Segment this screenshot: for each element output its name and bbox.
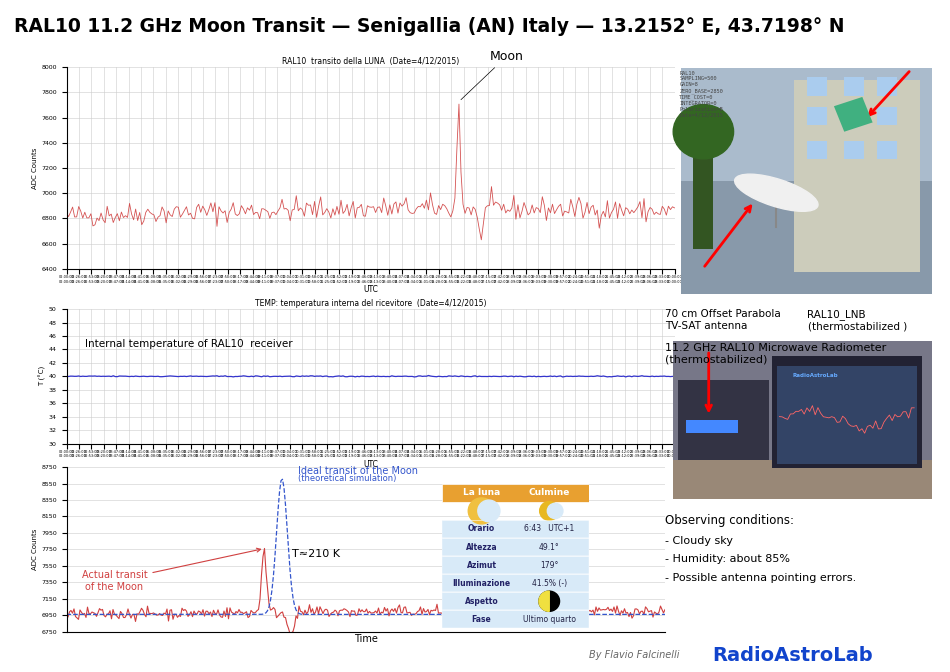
Bar xyxy=(442,610,589,628)
Text: 179°: 179° xyxy=(540,560,559,570)
Text: Illuminazione: Illuminazione xyxy=(452,579,510,588)
Text: Observing conditions:: Observing conditions: xyxy=(665,514,794,527)
Text: RAL10
SAMPLING=500
GAIN=8
ZERO_BASE=2850
TIME_COST=0
INTEGRATOR=0
Polarization=B: RAL10 SAMPLING=500 GAIN=8 ZERO_BASE=2850… xyxy=(679,71,723,118)
Bar xyxy=(686,420,738,433)
Y-axis label: ADC Counts: ADC Counts xyxy=(32,529,38,570)
Text: - Humidity: about 85%: - Humidity: about 85% xyxy=(665,554,790,564)
Text: 11.2 GHz RAL10 Microwave Radiometer
(thermostabilized): 11.2 GHz RAL10 Microwave Radiometer (the… xyxy=(665,343,886,364)
Bar xyxy=(771,356,922,468)
Wedge shape xyxy=(539,591,549,612)
Text: - Possible antenna pointing errors.: - Possible antenna pointing errors. xyxy=(665,573,856,583)
Text: 49.1°: 49.1° xyxy=(539,542,560,552)
Text: 70 cm Offset Parabola
TV-SAT antenna: 70 cm Offset Parabola TV-SAT antenna xyxy=(665,309,781,331)
Bar xyxy=(442,592,589,610)
Bar xyxy=(674,460,932,499)
X-axis label: Time: Time xyxy=(353,634,378,644)
Bar xyxy=(807,77,826,95)
Text: RadioAstroLab: RadioAstroLab xyxy=(712,646,873,665)
Text: T≈210 K: T≈210 K xyxy=(292,548,339,558)
Circle shape xyxy=(540,501,559,520)
Text: By Flavio Falcinelli: By Flavio Falcinelli xyxy=(589,650,679,660)
Bar xyxy=(877,107,897,125)
Bar xyxy=(681,69,932,294)
Bar xyxy=(845,107,865,125)
Bar xyxy=(845,77,865,95)
Bar xyxy=(807,107,826,125)
Bar xyxy=(442,538,589,556)
X-axis label: UTC: UTC xyxy=(363,285,378,294)
Title: TEMP: temperatura interna del ricevitore  (Date=4/12/2015): TEMP: temperatura interna del ricevitore… xyxy=(255,299,486,308)
Text: RadioAstroLab: RadioAstroLab xyxy=(793,373,839,378)
Bar xyxy=(442,574,589,592)
Text: Azimut: Azimut xyxy=(466,560,497,570)
Text: RAL10 11.2 GHz Moon Transit — Senigallia (AN) Italy — 13.2152° E, 43.7198° N: RAL10 11.2 GHz Moon Transit — Senigallia… xyxy=(14,17,845,36)
Text: Culmine: Culmine xyxy=(528,489,570,497)
Circle shape xyxy=(468,498,495,524)
Bar xyxy=(834,97,873,132)
Text: Fase: Fase xyxy=(471,615,491,624)
Bar xyxy=(442,520,589,538)
Bar xyxy=(877,77,897,95)
Bar xyxy=(678,380,770,460)
Text: 41.5% (-): 41.5% (-) xyxy=(532,579,567,588)
Text: - Cloudy sky: - Cloudy sky xyxy=(665,536,733,546)
Bar xyxy=(442,556,589,574)
Bar xyxy=(845,140,865,159)
Bar xyxy=(777,366,917,464)
Text: Altezza: Altezza xyxy=(466,542,497,552)
Bar xyxy=(694,136,713,249)
Text: Moon: Moon xyxy=(461,50,523,99)
Text: Actual transit
of the Moon: Actual transit of the Moon xyxy=(82,548,260,591)
X-axis label: UTC: UTC xyxy=(363,460,378,469)
Title: RAL10  transito della LUNA  (Date=4/12/2015): RAL10 transito della LUNA (Date=4/12/201… xyxy=(282,57,459,67)
Text: Ideal transit of the Moon: Ideal transit of the Moon xyxy=(297,466,417,476)
Text: Orario: Orario xyxy=(468,524,495,534)
Bar xyxy=(877,140,897,159)
Y-axis label: T (°C): T (°C) xyxy=(39,366,46,386)
Text: Internal temperature of RAL10  receiver: Internal temperature of RAL10 receiver xyxy=(85,339,293,349)
Text: (theoretical simulation): (theoretical simulation) xyxy=(297,474,396,483)
Text: La luna: La luna xyxy=(463,489,500,497)
Text: RAL10_LNB
(thermostabilized ): RAL10_LNB (thermostabilized ) xyxy=(808,309,906,331)
Circle shape xyxy=(674,105,733,159)
Bar xyxy=(442,484,589,502)
Circle shape xyxy=(478,500,500,521)
Ellipse shape xyxy=(734,174,818,211)
Bar xyxy=(794,80,920,272)
Bar xyxy=(807,140,826,159)
Text: Ultimo quarto: Ultimo quarto xyxy=(522,615,576,624)
Circle shape xyxy=(547,503,563,519)
Y-axis label: ADC Counts: ADC Counts xyxy=(32,147,38,189)
Bar xyxy=(681,69,932,181)
Text: Aspetto: Aspetto xyxy=(465,597,499,605)
Text: 6:43   UTC+1: 6:43 UTC+1 xyxy=(524,524,575,534)
Circle shape xyxy=(539,591,560,612)
